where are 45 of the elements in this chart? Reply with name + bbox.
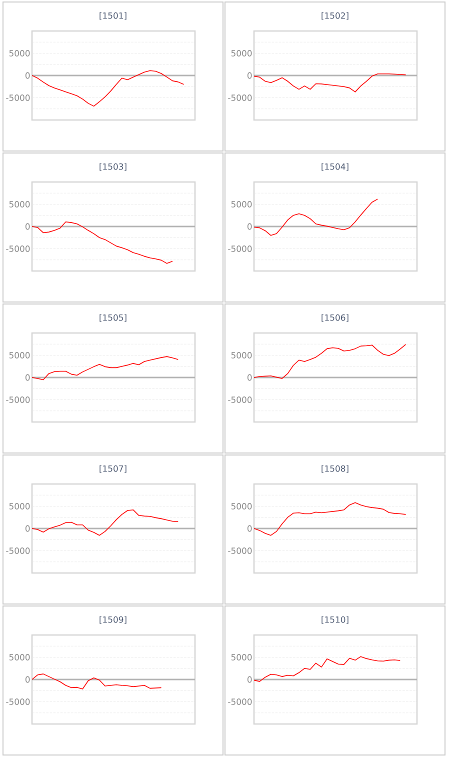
y-tick-label: 0 — [25, 72, 30, 79]
line-series — [254, 344, 406, 379]
y-tick-label: -5000 — [6, 246, 30, 252]
y-tick-label: -5000 — [6, 94, 30, 101]
y-tick-label: 0 — [25, 676, 30, 683]
y-tick-label: 5000 — [231, 201, 252, 208]
chart-title: [1502] — [322, 12, 348, 20]
y-tick-label: 5000 — [9, 654, 30, 660]
y-tick-label: -5000 — [228, 396, 252, 403]
line-series — [32, 70, 184, 107]
y-tick-label: -5000 — [6, 548, 30, 554]
y-tick-label: 5000 — [9, 352, 30, 358]
chart-title: [1501] — [100, 12, 126, 20]
y-tick-label: -5000 — [228, 246, 252, 252]
line-series — [32, 509, 179, 536]
y-tick-label: -5000 — [228, 698, 252, 705]
y-tick-label: 0 — [247, 72, 252, 79]
y-tick-label: 5000 — [231, 654, 252, 660]
y-tick-label: 5000 — [9, 201, 30, 208]
chart-title: [1510] — [322, 616, 348, 624]
y-tick-label: -5000 — [228, 548, 252, 554]
line-series — [32, 222, 173, 264]
y-tick-label: 5000 — [231, 50, 252, 56]
y-tick-label: 5000 — [231, 352, 252, 358]
chart-title: [1506] — [322, 314, 348, 322]
y-tick-label: -5000 — [6, 396, 30, 403]
chart-title: [1503] — [100, 163, 126, 171]
y-tick-label: 5000 — [231, 503, 252, 510]
chart-title: [1508] — [322, 465, 348, 473]
y-tick-label: -5000 — [228, 94, 252, 101]
y-tick-label: -5000 — [6, 698, 30, 705]
y-tick-label: 0 — [247, 525, 252, 532]
y-tick-label: 0 — [25, 223, 30, 230]
line-series — [254, 198, 378, 236]
y-tick-label: 5000 — [9, 503, 30, 510]
chart-title: [1509] — [100, 616, 126, 624]
y-tick-label: 0 — [25, 525, 30, 532]
chart-title: [1507] — [100, 465, 126, 473]
y-tick-label: 0 — [25, 374, 30, 381]
y-tick-label: 0 — [247, 374, 252, 381]
y-tick-label: 0 — [247, 223, 252, 230]
chart-title: [1504] — [322, 163, 348, 171]
y-tick-label: 5000 — [9, 50, 30, 56]
y-tick-label: 0 — [247, 676, 252, 683]
chart-title: [1505] — [100, 314, 126, 322]
